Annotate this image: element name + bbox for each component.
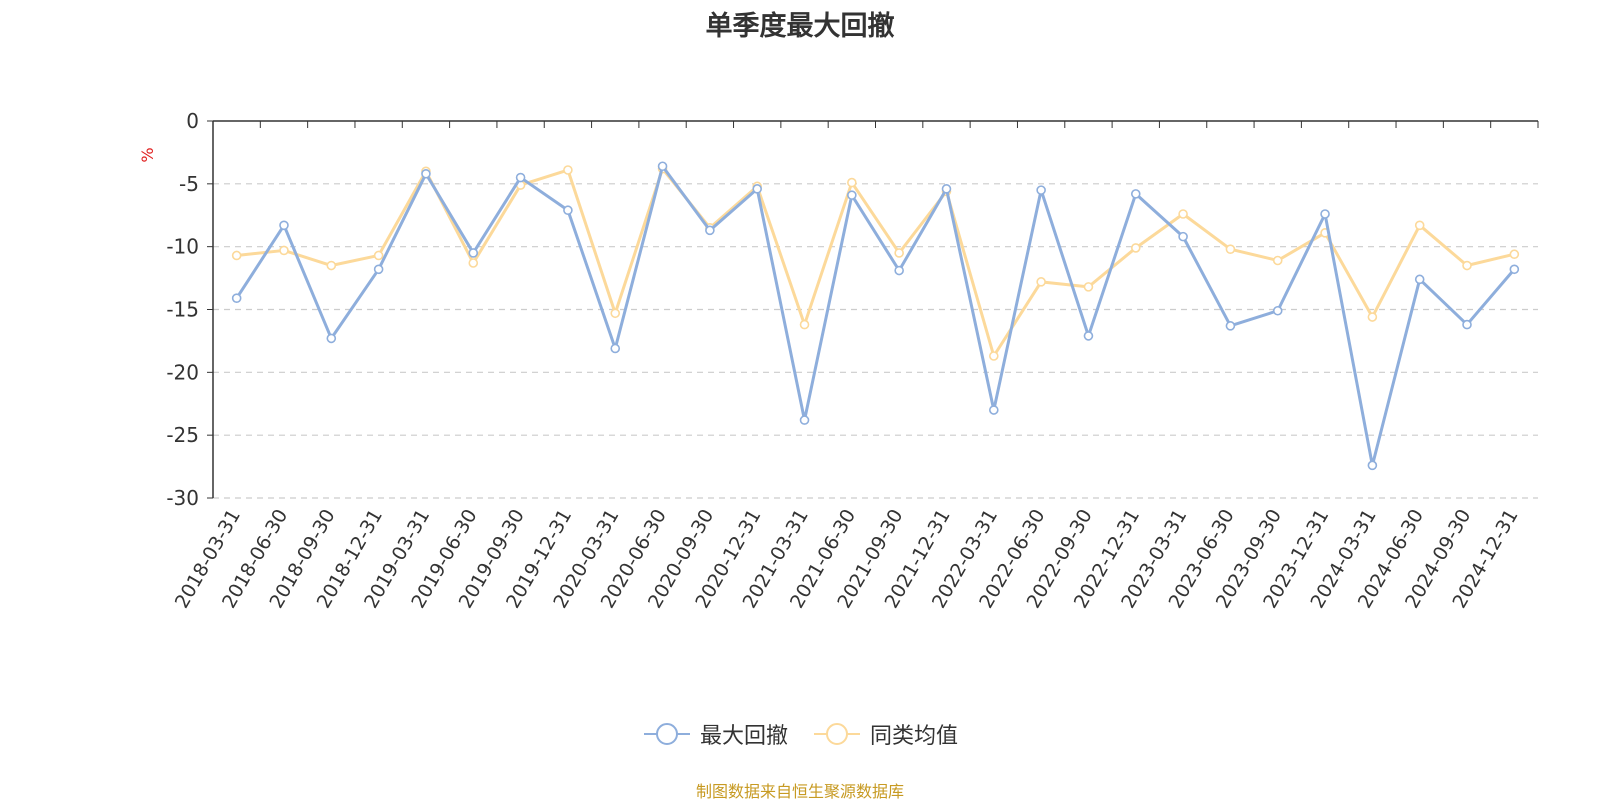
data-point-peer-average <box>468 258 479 268</box>
data-point-max-drawdown <box>941 184 952 194</box>
data-point-peer-average <box>1083 282 1094 292</box>
data-point-max-drawdown <box>1083 331 1094 341</box>
legend-item-peer-average[interactable]: 同类均值 <box>812 718 958 750</box>
legend-item-max-drawdown[interactable]: 最大回撤 <box>642 718 788 750</box>
data-point-max-drawdown <box>326 333 337 344</box>
data-point-max-drawdown <box>1225 321 1236 331</box>
y-tick-label: 0 <box>186 109 199 133</box>
data-point-max-drawdown <box>1367 460 1378 471</box>
y-axis-unit: % <box>138 147 157 162</box>
data-point-max-drawdown <box>610 343 621 354</box>
data-point-peer-average <box>1414 220 1425 231</box>
chart-title: 单季度最大回撤 <box>705 11 895 42</box>
data-point-max-drawdown <box>894 265 904 276</box>
y-tick-label: -20 <box>166 360 199 384</box>
y-tick-label: -25 <box>166 423 199 447</box>
data-point-max-drawdown <box>847 190 857 200</box>
legend-line-circle-icon <box>814 723 860 745</box>
data-point-max-drawdown <box>563 205 573 216</box>
data-point-peer-average <box>326 260 337 271</box>
series-line-max-drawdown <box>235 164 1516 467</box>
data-point-peer-average <box>1462 260 1472 271</box>
data-point-peer-average <box>1509 249 1520 260</box>
data-point-max-drawdown <box>1462 319 1472 330</box>
y-tick-label: -30 <box>166 486 199 510</box>
data-point-max-drawdown <box>989 405 999 415</box>
data-point-max-drawdown <box>799 415 810 425</box>
data-point-peer-average <box>610 308 621 319</box>
data-point-peer-average <box>279 245 289 256</box>
data-point-max-drawdown <box>1130 189 1141 199</box>
data-point-peer-average <box>989 351 999 361</box>
legend: 最大回撤 同类均值 <box>0 718 1600 750</box>
data-point-peer-average <box>563 165 573 175</box>
data-point-max-drawdown <box>1509 264 1520 275</box>
data-point-peer-average <box>799 319 810 330</box>
data-point-max-drawdown <box>421 168 431 179</box>
legend-label-peer-average: 同类均值 <box>870 724 959 749</box>
data-point-max-drawdown <box>1272 305 1283 316</box>
data-point-max-drawdown <box>705 225 715 236</box>
data-point-max-drawdown <box>752 184 762 194</box>
data-point-max-drawdown <box>1320 209 1330 219</box>
data-point-peer-average <box>1272 255 1283 266</box>
data-point-peer-average <box>373 250 384 261</box>
series-line-peer-average <box>236 167 1515 358</box>
data-point-peer-average <box>847 177 857 188</box>
data-point-peer-average <box>231 250 242 261</box>
source-note: 制图数据来自恒生聚源数据库 <box>695 782 904 801</box>
data-point-max-drawdown <box>1036 185 1046 195</box>
y-tick-label: -15 <box>166 298 199 322</box>
data-point-max-drawdown <box>279 220 289 231</box>
data-point-peer-average <box>1036 277 1046 287</box>
data-point-max-drawdown <box>231 293 242 303</box>
data-point-max-drawdown <box>657 161 668 172</box>
data-point-peer-average <box>1367 312 1378 322</box>
series <box>231 161 1520 471</box>
data-point-max-drawdown <box>1178 231 1188 242</box>
data-point-max-drawdown <box>515 172 526 183</box>
data-point-max-drawdown <box>468 248 479 258</box>
data-point-max-drawdown <box>1414 274 1425 285</box>
data-point-max-drawdown <box>373 264 384 275</box>
data-point-peer-average <box>1225 244 1236 254</box>
data-point-peer-average <box>1178 209 1188 219</box>
data-point-peer-average <box>894 248 904 258</box>
legend-line-circle-icon <box>643 723 690 745</box>
legend-label-max-drawdown: 最大回撤 <box>699 724 788 749</box>
y-tick-label: -10 <box>166 235 199 259</box>
y-tick-label: -5 <box>179 172 199 196</box>
data-point-peer-average <box>1130 243 1141 253</box>
